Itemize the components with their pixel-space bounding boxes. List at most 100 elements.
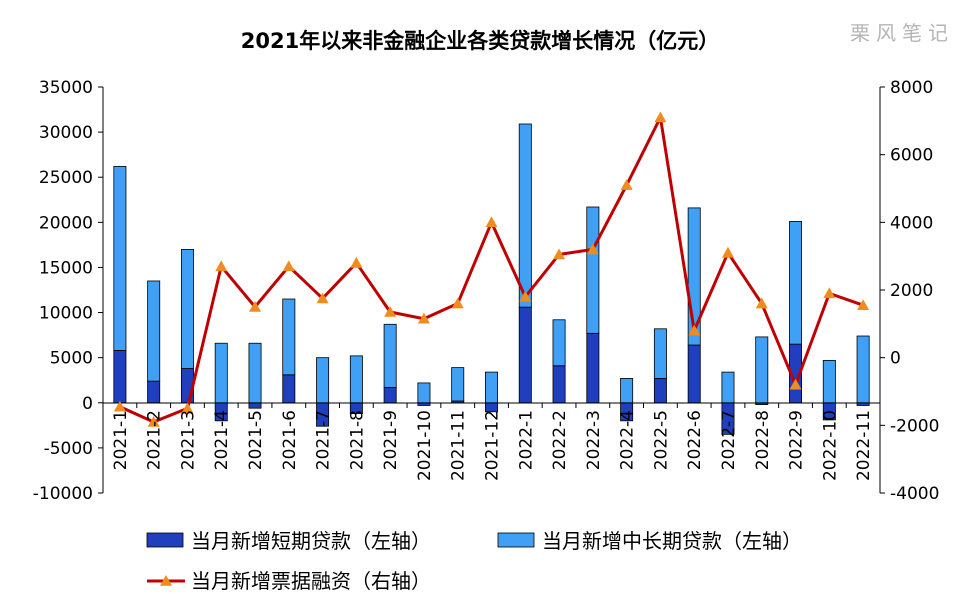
chart-title: 2021年以来非金融企业各类贷款增长情况（亿元）	[241, 29, 719, 53]
bill-financing-marker	[113, 400, 126, 412]
short-term-loan-bar	[147, 380, 161, 404]
bill-financing-marker	[586, 243, 599, 255]
left-axis-tick-label: 10000	[39, 304, 93, 324]
medium-long-term-loan-bar	[856, 335, 870, 404]
x-axis-tick-label: 2022-6	[685, 410, 705, 470]
legend-label: 当月新增短期贷款（左轴）	[191, 529, 431, 553]
bill-financing-marker	[215, 260, 228, 272]
bill-financing-marker	[553, 248, 566, 260]
medium-long-term-loan-bar	[282, 298, 296, 376]
legend-swatch-short-term	[146, 532, 184, 548]
medium-long-term-loan-bar	[147, 280, 161, 382]
right-axis-tick-label: 8000	[890, 78, 933, 98]
bill-financing-marker	[755, 297, 768, 309]
bill-financing-marker	[282, 260, 295, 272]
medium-long-term-loan-bar	[789, 221, 803, 345]
left-axis-tick-label: -5000	[44, 439, 93, 459]
right-axis-tick-label: -4000	[890, 484, 939, 504]
left-axis-tick-label: 0	[82, 394, 93, 414]
x-axis-tick-label: 2021-6	[280, 410, 300, 470]
medium-long-term-loan-bar	[349, 355, 363, 404]
x-axis-tick-label: 2022-11	[854, 410, 874, 481]
medium-long-term-loan-bar	[586, 206, 600, 334]
legend-swatch-medium-long-term	[497, 532, 535, 548]
bill-financing-marker	[181, 402, 194, 414]
x-axis-tick-label: 2022-3	[584, 410, 604, 470]
plot-area: 35000300002500020000150001000050000-5000…	[33, 78, 940, 504]
x-axis-tick-label: 2021-9	[381, 410, 401, 470]
x-axis-tick-label: 2021-3	[178, 410, 198, 470]
bill-financing-marker	[721, 246, 734, 258]
short-term-loan-bar	[552, 365, 566, 404]
x-axis-tick-label: 2021-10	[415, 410, 435, 481]
x-axis-tick-label: 2021-1	[111, 410, 131, 470]
bill-financing-marker	[384, 305, 397, 317]
bill-financing-marker	[654, 111, 667, 123]
bill-financing-marker	[485, 216, 498, 228]
left-axis-tick-label: 20000	[39, 213, 93, 233]
short-term-loan-bar	[687, 344, 701, 404]
medium-long-term-loan-bar	[180, 248, 194, 369]
left-axis-tick-label: -10000	[33, 484, 93, 504]
bill-financing-marker	[147, 415, 160, 427]
watermark: 栗风笔记	[850, 21, 954, 45]
right-axis-tick-label: 0	[890, 349, 901, 369]
medium-long-term-loan-bar	[755, 336, 769, 404]
x-axis-tick-label: 2022-7	[719, 410, 739, 470]
medium-long-term-loan-bar	[451, 367, 465, 402]
short-term-loan-bar	[653, 378, 667, 404]
x-axis-tick-label: 2022-5	[651, 410, 671, 470]
left-axis-tick-label: 25000	[39, 168, 93, 188]
right-axis-tick-label: 4000	[890, 213, 933, 233]
short-term-loan-bar	[248, 402, 262, 409]
legend-label: 当月新增中长期贷款（左轴）	[542, 529, 802, 553]
x-axis-tick-label: 2022-9	[787, 410, 807, 470]
x-axis-tick-label: 2021-5	[246, 410, 266, 470]
x-axis-tick-label: 2021-2	[145, 410, 165, 470]
short-term-loan-bar	[586, 332, 600, 404]
x-axis-tick-label: 2021-12	[483, 410, 503, 481]
x-axis-tick-label: 2022-10	[820, 410, 840, 481]
legend-label: 当月新增票据融资（右轴）	[191, 569, 431, 593]
medium-long-term-loan-bar	[552, 319, 566, 367]
x-axis-tick-label: 2021-11	[449, 410, 469, 481]
x-axis-tick-label: 2022-1	[516, 410, 536, 470]
medium-long-term-loan-bar	[248, 342, 262, 404]
bill-financing-marker	[823, 287, 836, 299]
x-axis-tick-label: 2022-4	[618, 410, 638, 470]
medium-long-term-loan-bar	[485, 371, 498, 404]
bill-financing-marker	[688, 324, 701, 336]
x-axis-tick-label: 2021-4	[212, 410, 232, 470]
left-axis-tick-label: 30000	[39, 123, 93, 143]
short-term-loan-bar	[282, 374, 296, 404]
left-axis-tick-label: 35000	[39, 78, 93, 98]
x-axis-tick-label: 2021-7	[314, 410, 334, 470]
bill-financing-marker	[249, 300, 262, 312]
bill-financing-marker	[350, 256, 363, 268]
bill-financing-marker	[789, 378, 802, 390]
right-axis-tick-label: 6000	[890, 146, 933, 166]
left-axis-tick-label: 5000	[50, 349, 93, 369]
x-axis-tick-label: 2022-2	[550, 410, 570, 470]
legend: 当月新增短期贷款（左轴） 当月新增中长期贷款（左轴） 当月新增票据融资（右轴）	[146, 529, 802, 593]
medium-long-term-loan-bar	[653, 328, 667, 379]
medium-long-term-loan-bar	[518, 123, 532, 308]
medium-long-term-loan-bar	[417, 382, 431, 404]
short-term-loan-bar	[383, 387, 397, 404]
bill-financing-marker	[519, 290, 532, 302]
bill-financing-marker	[451, 297, 464, 309]
x-axis-tick-label: 2021-8	[347, 410, 367, 470]
bill-financing-marker	[620, 179, 633, 190]
right-axis-tick-label: 2000	[890, 281, 933, 301]
short-term-loan-bar	[113, 350, 127, 404]
medium-long-term-loan-bar	[383, 323, 397, 388]
bill-financing-marker	[316, 292, 329, 304]
medium-long-term-loan-bar	[316, 357, 330, 404]
bill-financing-marker	[857, 299, 870, 311]
legend-swatch-bill-marker	[160, 575, 172, 586]
medium-long-term-loan-bar	[721, 371, 735, 404]
medium-long-term-loan-bar	[822, 359, 836, 404]
medium-long-term-loan-bar	[113, 165, 127, 351]
medium-long-term-loan-bar	[620, 378, 634, 404]
